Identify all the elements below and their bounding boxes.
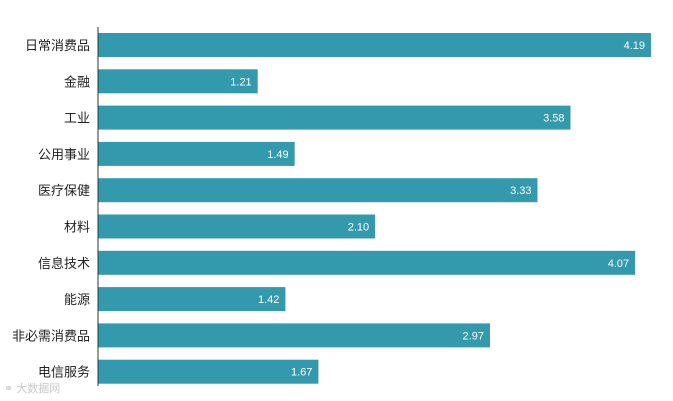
bar-7: [98, 287, 286, 312]
value-label-9: 1.67: [291, 367, 312, 379]
value-label-5: 2.10: [348, 222, 369, 234]
bar-2: [98, 105, 571, 130]
value-label-2: 3.58: [543, 113, 564, 125]
value-label-7: 1.42: [258, 294, 279, 306]
labels-layer: 4.19 日常消费品 1.21 金融 3.58 工业 1.49 公用事业 3.33 医疗保健 2.1…: [12, 39, 645, 381]
bar-9: [98, 359, 319, 384]
value-label-8: 2.97: [463, 330, 484, 342]
category-label-3: 公用事业: [38, 148, 90, 163]
value-label-3: 1.49: [267, 149, 288, 161]
bar-6: [98, 250, 636, 275]
value-label-4: 3.33: [510, 185, 531, 197]
category-label-5: 材料: [64, 221, 90, 236]
category-label-6: 信息技术: [38, 256, 90, 272]
value-label-6: 4.07: [608, 258, 629, 270]
bar-1: [98, 69, 258, 94]
category-label-1: 金融: [64, 74, 90, 90]
category-label-8: 非必需消费品: [12, 329, 90, 344]
watermark: ⚭ 大数据网: [4, 380, 60, 396]
bar-8: [98, 323, 490, 348]
category-label-7: 能源: [64, 293, 90, 308]
category-label-9: 电信服务: [38, 365, 90, 381]
value-label-1: 1.21: [230, 76, 251, 88]
category-label-0: 日常消费品: [25, 39, 90, 54]
bars-layer: [98, 33, 651, 384]
category-label-4: 医疗保健: [38, 184, 90, 199]
category-label-2: 工业: [64, 112, 90, 127]
bar-4: [98, 178, 538, 203]
weibo-icon: ⚭: [4, 381, 14, 395]
bar-3: [98, 141, 295, 166]
bar-0: [98, 33, 651, 57]
bar-5: [98, 214, 376, 239]
watermark-text: 大数据网: [16, 382, 61, 395]
value-label-0: 4.19: [624, 40, 645, 52]
